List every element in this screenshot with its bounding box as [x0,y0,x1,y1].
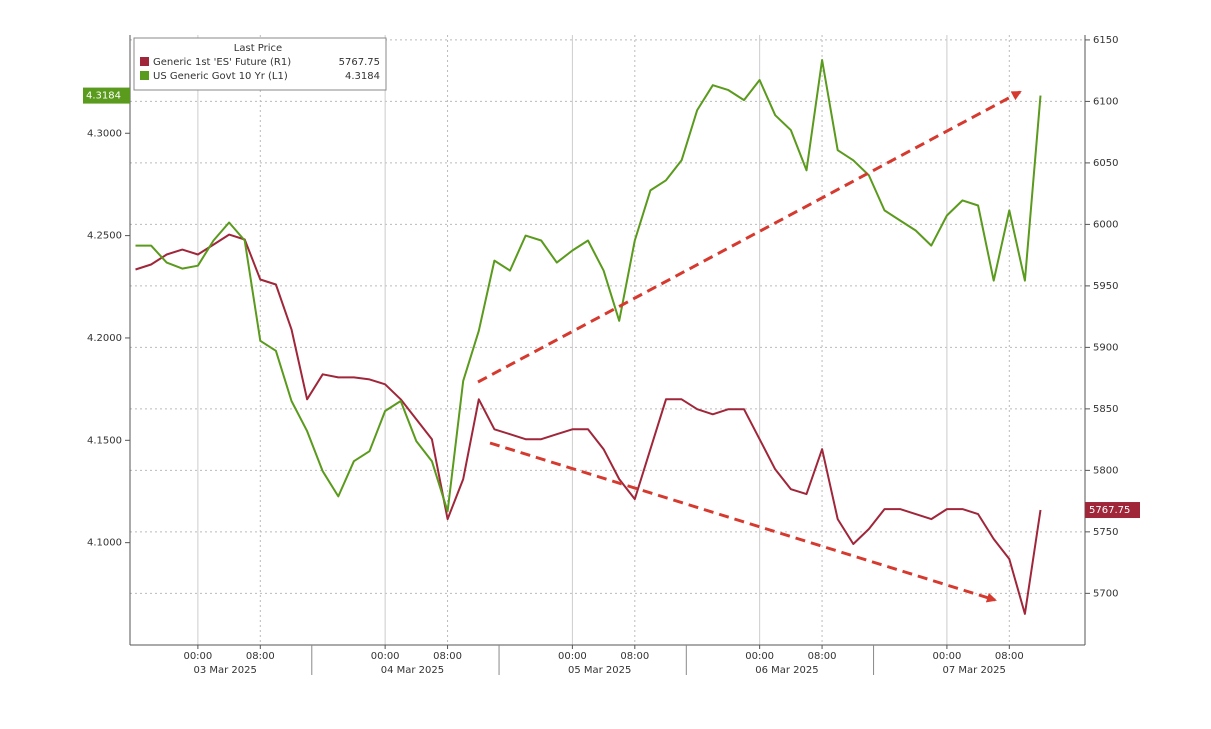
x-tick-label: 08:00 [620,651,649,662]
x-tick-label: 00:00 [745,651,774,662]
y2-tick-label: 5700 [1093,588,1118,599]
x-tick-label: 08:00 [808,651,837,662]
x-date-label: 06 Mar 2025 [755,665,818,676]
y-tick-label: 4.2500 [87,231,122,242]
y2-tick-label: 5900 [1093,342,1118,353]
x-tick-label: 00:00 [183,651,212,662]
y2-tick-label: 5950 [1093,281,1118,292]
legend-swatch [140,57,149,66]
y-tick-label: 4.2000 [87,333,122,344]
y2-tick-label: 5850 [1093,404,1118,415]
legend-title: Last Price [234,43,282,54]
y2-tick-label: 5750 [1093,527,1118,538]
grid [130,35,1085,645]
trend-arrow [477,90,1022,384]
y2-tick-label: 6150 [1093,35,1118,46]
y2-tick-label: 6000 [1093,219,1118,230]
y2-tick-label: 6100 [1093,96,1118,107]
last-value-tag [1085,502,1140,519]
value-tags: 5767.75 4.3184 [83,87,1140,519]
legend-value: 5767.75 [339,57,380,68]
y2-tick-label: 6050 [1093,158,1118,169]
x-tick-label: 00:00 [558,651,587,662]
x-tick-label: 00:00 [371,651,400,662]
y2-tick-label: 5800 [1093,465,1118,476]
lines [135,59,1042,615]
legend-box [133,37,387,91]
legend-swatch [140,71,149,80]
last-value-label: 4.3184 [86,91,121,102]
x-tick-label: 08:00 [246,651,275,662]
x-tick-label: 08:00 [995,651,1024,662]
y-tick-label: 4.3000 [87,128,122,139]
legend-label: Generic 1st 'ES' Future (R1) [153,57,291,68]
legend: Last Price Generic 1st 'ES' Future (R1) … [133,37,387,91]
plot-area [130,35,1085,645]
x-date-label: 05 Mar 2025 [568,665,631,676]
x-date-label: 07 Mar 2025 [943,665,1006,676]
legend-value: 4.3184 [345,71,380,82]
series-line [135,233,1042,615]
series-line [135,59,1042,513]
x-tick-label: 08:00 [433,651,462,662]
x-date-label: 04 Mar 2025 [381,665,444,676]
last-value-tag [83,87,130,104]
y-tick-label: 4.1000 [87,538,122,549]
trend-arrow [489,441,997,603]
x-date-label: 03 Mar 2025 [193,665,256,676]
y-tick-label: 4.1500 [87,435,122,446]
legend-label: US Generic Govt 10 Yr (L1) [153,71,288,82]
last-value-label: 5767.75 [1089,505,1130,516]
x-tick-label: 00:00 [932,651,961,662]
